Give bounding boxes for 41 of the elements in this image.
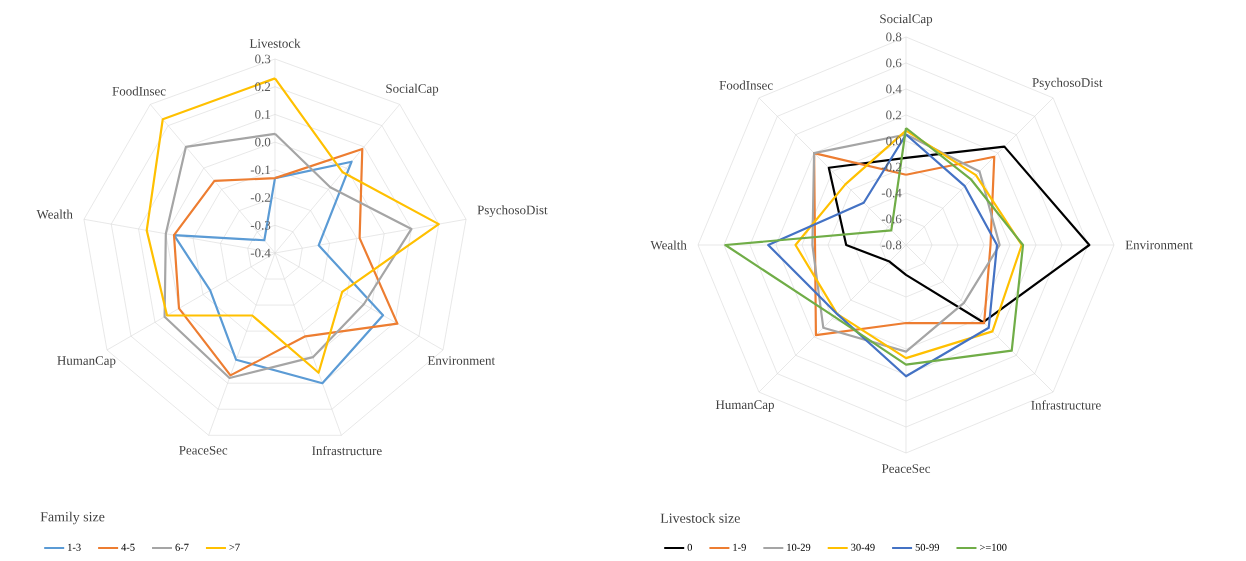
- legend-label: 1-9: [733, 543, 746, 551]
- y-tick-label: 0.6: [886, 58, 902, 68]
- spoke-label: PsychosoDist: [477, 205, 548, 218]
- legend-label: >=100: [979, 543, 1007, 551]
- legend-label: 1-3: [68, 543, 81, 551]
- legend-label: 4-5: [121, 543, 135, 551]
- spoke-label: Environment: [1125, 240, 1193, 250]
- y-tick-label: 0.0: [255, 137, 271, 147]
- y-tick-label: -0.2: [250, 193, 271, 202]
- legend-label: 30-49: [851, 543, 875, 551]
- spoke-label: FoodInsec: [719, 80, 773, 90]
- spoke-label: Infrastructure: [312, 445, 382, 456]
- spoke-label: HumanCap: [715, 400, 774, 412]
- spoke-label: PsychosoDist: [1032, 77, 1103, 90]
- y-tick-label: 0.4: [886, 84, 902, 94]
- y-tick-label: 0.2: [886, 110, 902, 120]
- spoke-label: FoodInsec: [112, 86, 166, 96]
- y-tick-label: 0.3: [255, 54, 271, 64]
- y-tick-label: 0.2: [255, 82, 271, 92]
- legend-label: >7: [229, 543, 240, 551]
- spoke-label: Wealth: [36, 209, 73, 219]
- spoke-label: Wealth: [650, 240, 687, 250]
- legend-label: 6-7: [175, 543, 189, 551]
- y-tick-label: -0.8: [881, 240, 902, 250]
- spoke-label: Infrastructure: [1031, 400, 1101, 410]
- spoke-label: SocialCap: [386, 83, 439, 96]
- spoke-label: PeaceSec: [881, 464, 931, 473]
- spoke-label: SocialCap: [880, 14, 933, 26]
- spoke-label: HumanCap: [57, 356, 116, 368]
- legend-title: Family size: [40, 511, 105, 525]
- legend-label: 10-29: [787, 543, 811, 551]
- y-tick-label: -0.4: [250, 248, 271, 258]
- y-tick-label: 0.8: [886, 32, 902, 42]
- legend-title: Livestock size: [660, 513, 740, 523]
- legend-label: 50-99: [915, 543, 940, 551]
- y-tick-label: 0.1: [255, 110, 271, 119]
- y-tick-label: -0.1: [250, 165, 271, 175]
- spoke-label: Environment: [427, 356, 496, 365]
- legend-label: 0: [687, 543, 693, 551]
- spoke-label: Livestock: [249, 38, 301, 48]
- spoke-label: PeaceSec: [179, 445, 228, 455]
